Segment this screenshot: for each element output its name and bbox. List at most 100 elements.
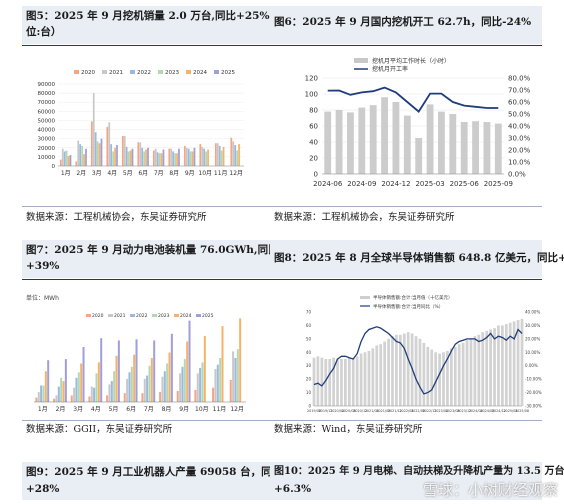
area-sales-bar	[481, 332, 485, 406]
excavator-sales-chart: 2020 2021 2022 2023 2024 2025 0 10000 20000 3000…	[38, 70, 244, 177]
area-sales-bar	[501, 325, 504, 406]
bar-2020	[70, 395, 73, 402]
x-tick-label: 6月	[138, 170, 148, 177]
bar-2022	[110, 144, 113, 166]
bar-2021	[61, 148, 64, 166]
y-tick-label: 20000	[38, 146, 56, 152]
fig6-title-rule	[270, 45, 542, 46]
x-tick-label: 2020/12	[353, 409, 367, 413]
y2-tick-label: 30.00%	[525, 323, 540, 328]
x-tick-label: 4月	[91, 406, 101, 413]
y2-tick-label: 20.0%	[508, 147, 531, 155]
area-sales-bar	[367, 350, 371, 406]
y2-tick-label: 80.0%	[508, 75, 531, 83]
bar-2024	[239, 318, 242, 402]
bar-hours	[426, 104, 434, 174]
title-bar-fig10	[270, 462, 542, 500]
y-tick-label: 10000	[38, 155, 56, 161]
area-sales-bar	[438, 353, 441, 406]
x-tick-label: 2021/08	[376, 409, 390, 413]
bar-2020	[137, 142, 140, 166]
bar-2025	[188, 320, 191, 402]
bar-2020	[75, 161, 78, 166]
x-tick-label: 2019/08	[307, 409, 321, 413]
bar-2021	[214, 369, 217, 402]
bar-hours	[347, 112, 354, 174]
bar-2020	[152, 150, 155, 166]
legend-label: 半导体销售额:合计:当月值（十亿美元）	[373, 294, 453, 301]
bar-2022	[40, 385, 43, 402]
area-sales-bar	[453, 346, 457, 406]
area-sales-bar	[340, 359, 343, 406]
x-tick-label: 3月	[92, 170, 102, 177]
area-sales-bar	[391, 336, 394, 406]
area-sales-bar	[387, 338, 390, 406]
legend-label: 2020	[81, 70, 95, 76]
fig7-unit-label: 单位：MWh	[26, 294, 59, 302]
legend-swatch	[74, 70, 79, 74]
legend-swatch	[186, 70, 191, 74]
bar-2023	[201, 362, 204, 402]
legend-label: 2022	[137, 70, 151, 76]
x-tick-label: 2022/04	[399, 409, 413, 413]
bar-2021	[37, 392, 40, 402]
bar-2025	[135, 339, 138, 402]
bar-2023	[143, 151, 145, 166]
bar-2025	[85, 148, 87, 166]
bar-2021	[73, 387, 76, 402]
legend-swatch	[158, 70, 163, 74]
bar-2023	[166, 363, 169, 402]
x-tick-label: 10月	[198, 170, 212, 177]
y-tick-label: 0	[308, 404, 311, 409]
x-tick-label: 7月	[144, 406, 154, 413]
bar-2021	[232, 141, 235, 166]
bar-2022	[141, 147, 144, 166]
bar-2020	[183, 145, 186, 166]
area-sales-bar	[434, 352, 438, 406]
bar-2024	[44, 371, 47, 402]
bar-hours	[472, 121, 479, 174]
area-sales-bar	[426, 346, 430, 406]
y-tick-label: 80000	[38, 91, 56, 97]
title-bar-fig7	[22, 240, 274, 278]
y2-tick-label: 20.00%	[525, 336, 540, 341]
area-sales-bar	[383, 341, 387, 406]
y2-tick-label: 70.0%	[508, 87, 531, 95]
bar-2021	[143, 378, 146, 402]
bar-hours	[438, 111, 445, 174]
area-sales-bar	[402, 333, 406, 406]
x-tick-label: 2022/12	[423, 409, 437, 413]
legend-label: 2023	[158, 313, 170, 319]
fig5-title-line2: 位:台）	[26, 26, 62, 38]
legend-label: 2025	[221, 70, 235, 76]
y-tick-label: 0	[314, 171, 318, 179]
bar-2022	[187, 148, 190, 166]
bar-2020	[230, 137, 233, 166]
x-tick-label: 2019/12	[319, 409, 333, 413]
bar-2024	[83, 154, 85, 166]
line-utilization	[327, 86, 499, 113]
fig5-title-line1: 图5：2025 年 9 月挖机销量 2.0 万台,同比+25%（单	[26, 10, 291, 22]
battery-install-chart: 单位：MWh 2020 2021 2022 2023 2024 2025 1月 2月 3月 4月…	[26, 294, 246, 413]
area-sales-bar	[512, 321, 516, 406]
bar-2024	[115, 355, 118, 402]
x-tick-label: 2024-06	[313, 180, 343, 188]
bar-2025	[100, 338, 103, 402]
area-sales-bar	[493, 328, 496, 406]
bar-2020	[121, 135, 124, 166]
x-tick-label: 2024/08	[480, 409, 494, 413]
bar-2024	[168, 352, 171, 402]
bar-2022	[110, 381, 113, 402]
bar-2022	[218, 145, 221, 166]
area-sales-bar	[375, 345, 379, 406]
legend-label: 2022	[136, 313, 148, 319]
area-sales-bar	[449, 348, 453, 406]
y-tick-label: 120	[305, 75, 318, 83]
bar-2021	[161, 376, 164, 402]
bar-2025	[193, 147, 196, 166]
area-sales-bar	[332, 357, 335, 406]
bar-2024	[207, 149, 209, 166]
y-tick-label: 50000	[38, 118, 56, 124]
bar-2021	[170, 148, 173, 166]
y2-tick-label: -20.00%	[525, 390, 542, 395]
